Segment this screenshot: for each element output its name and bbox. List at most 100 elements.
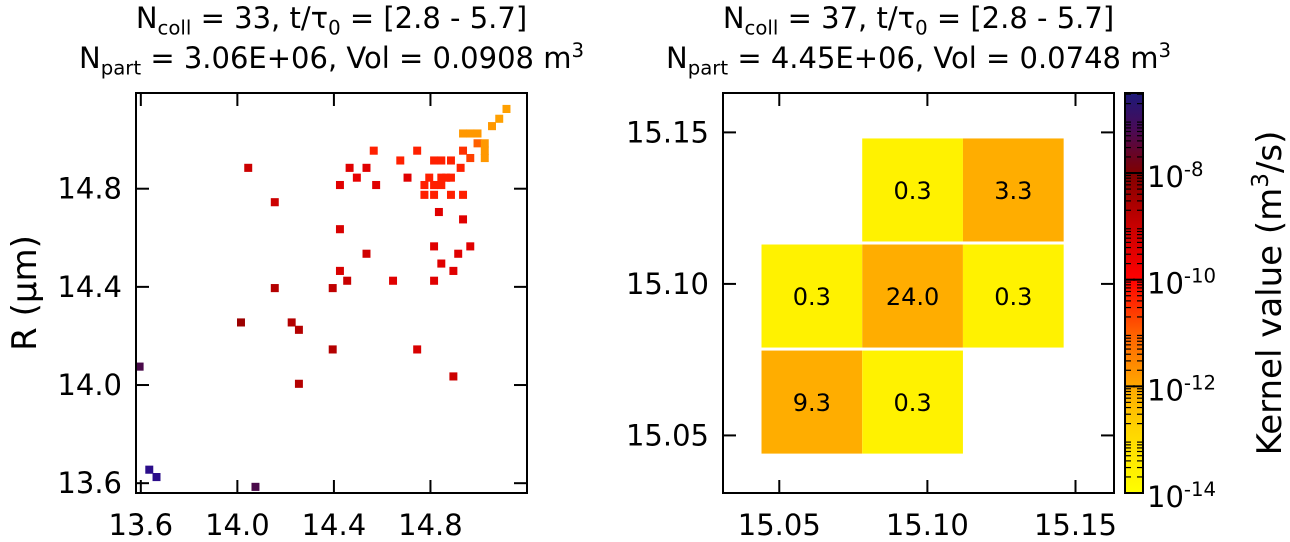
x-tick-label: 15.05 bbox=[738, 508, 821, 542]
heatmap-cell bbox=[335, 180, 344, 190]
x-tick-label: 15.15 bbox=[1034, 508, 1117, 542]
heatmap-cell bbox=[430, 190, 439, 199]
heatmap-cell bbox=[294, 379, 303, 388]
colorbar-tick-label: 10-12 bbox=[1147, 371, 1216, 407]
heatmap-cell bbox=[449, 266, 458, 275]
chart-title-line-1: Ncoll = 37, t/τ0 = [2.8 - 5.7] bbox=[723, 1, 1114, 39]
y-tick-label: 14.4 bbox=[57, 270, 122, 304]
heatmap-cell bbox=[454, 249, 463, 258]
heatmap-cell bbox=[345, 163, 354, 172]
heatmap-cell bbox=[442, 173, 451, 182]
heatmap-cell bbox=[270, 284, 279, 293]
heatmap-cell bbox=[430, 242, 439, 251]
heatmap-cell bbox=[413, 146, 422, 155]
heatmap-cell bbox=[437, 180, 446, 190]
y-tick-label: 15.15 bbox=[626, 115, 709, 149]
heatmap-cell bbox=[434, 207, 443, 217]
heatmap-cell bbox=[135, 362, 144, 371]
y-tick-label: 15.10 bbox=[626, 267, 709, 301]
x-tick-label: 14.0 bbox=[205, 508, 270, 542]
colorbar-tick-label: 10-14 bbox=[1147, 478, 1216, 514]
chart-title-line-1: Ncoll = 33, t/τ0 = [2.8 - 5.7] bbox=[136, 1, 527, 39]
heatmap-cell bbox=[244, 163, 253, 172]
heatmap-cell bbox=[369, 146, 378, 155]
heatmap-cell bbox=[459, 215, 468, 224]
heatmap-cell bbox=[446, 190, 455, 199]
heatmap-cell bbox=[962, 244, 1064, 348]
heatmap-cell bbox=[962, 138, 1064, 242]
x-tick-label: 14.4 bbox=[302, 508, 367, 542]
heatmap-cell bbox=[437, 173, 446, 182]
heatmap-cell bbox=[466, 153, 475, 163]
colorbar-tick-label: 10-10 bbox=[1147, 265, 1216, 301]
heatmap-cell bbox=[480, 139, 489, 148]
colorbar: 10-14 10-12 10-10 10-8 Kernel value (m3/s) bbox=[1124, 92, 1290, 514]
heatmap-cell bbox=[466, 242, 475, 251]
right-chart-panel: 9.3 0.3 0.3 24.0 0.3 0.3 3.3 15.05 15.10 15.15 15.… bbox=[626, 1, 1171, 542]
heatmap-cell bbox=[473, 129, 482, 138]
heatmap-cell bbox=[430, 156, 439, 165]
plot-frame bbox=[135, 92, 528, 494]
heatmap-cell bbox=[480, 153, 489, 163]
heatmap-cell bbox=[430, 180, 439, 190]
heatmap-cell bbox=[430, 276, 439, 285]
y-tick-label: 13.6 bbox=[57, 466, 122, 500]
y-axis-label: R (µm) bbox=[5, 235, 45, 351]
heatmap-cell bbox=[446, 173, 455, 182]
heatmap-cell bbox=[287, 318, 296, 327]
left-chart-panel: 13.6 14.0 14.4 14.8 13.6 14.0 14.4 14.8 Ncoll = … bbox=[5, 1, 584, 542]
heatmap-cell bbox=[396, 156, 405, 165]
heatmap-cell bbox=[862, 350, 963, 454]
heatmap-cell bbox=[459, 190, 468, 199]
heatmap-cell bbox=[502, 104, 511, 113]
x-tick-label: 15.10 bbox=[886, 508, 969, 542]
heatmap-cell bbox=[362, 163, 371, 172]
cell-value-label: 0.3 bbox=[893, 177, 931, 205]
cell-value-label: 0.3 bbox=[893, 389, 931, 417]
heatmap-cell bbox=[456, 163, 465, 172]
heatmap-cell bbox=[335, 225, 344, 234]
heatmap-cell bbox=[449, 372, 458, 381]
y-tick-label: 15.05 bbox=[626, 418, 709, 452]
heatmap-cell bbox=[328, 345, 337, 354]
heatmap-cell bbox=[420, 190, 429, 199]
heatmap-cell bbox=[145, 465, 154, 474]
heatmap-cell bbox=[446, 156, 455, 165]
heatmap-cell bbox=[437, 259, 446, 268]
heatmap-cell bbox=[862, 244, 963, 348]
heatmap-cell bbox=[328, 284, 337, 293]
heatmap-cell bbox=[466, 129, 475, 138]
cell-value-label: 24.0 bbox=[886, 283, 939, 311]
heatmap-cell bbox=[761, 244, 863, 348]
plot-frame bbox=[722, 92, 1115, 494]
heatmap-cell bbox=[420, 180, 429, 190]
y-tick-label: 14.8 bbox=[57, 172, 122, 206]
heatmap-cell bbox=[413, 345, 422, 354]
heatmap-cell bbox=[495, 114, 504, 123]
x-tick-label: 13.6 bbox=[109, 508, 174, 542]
colorbar-tick-label: 10-8 bbox=[1147, 158, 1204, 194]
heatmap-cell bbox=[403, 173, 412, 182]
heatmap-cell bbox=[294, 325, 303, 334]
y-tick-label: 14.0 bbox=[57, 368, 122, 402]
cell-value-label: 3.3 bbox=[994, 177, 1032, 205]
heatmap-cell bbox=[352, 173, 361, 182]
heatmap-cell bbox=[761, 350, 863, 454]
heatmap-cell bbox=[237, 318, 245, 327]
heatmap-cell bbox=[152, 473, 161, 482]
cell-value-label: 0.3 bbox=[793, 283, 831, 311]
heatmap-cell bbox=[389, 276, 398, 285]
heatmap-cell bbox=[362, 249, 371, 258]
x-tick-label: 14.8 bbox=[398, 508, 463, 542]
heatmap-cell bbox=[335, 266, 344, 275]
heatmap-cell bbox=[270, 198, 279, 207]
heatmap-cell bbox=[488, 122, 496, 131]
heatmap-cell bbox=[343, 276, 352, 285]
colorbar-label: Kernel value (m3/s) bbox=[1248, 131, 1290, 456]
cell-value-label: 9.3 bbox=[793, 389, 831, 417]
cell-value-label: 0.3 bbox=[994, 283, 1032, 311]
heatmap-cell bbox=[473, 139, 482, 148]
heatmap-cell bbox=[425, 173, 434, 182]
colorbar-gradient bbox=[1125, 93, 1143, 493]
